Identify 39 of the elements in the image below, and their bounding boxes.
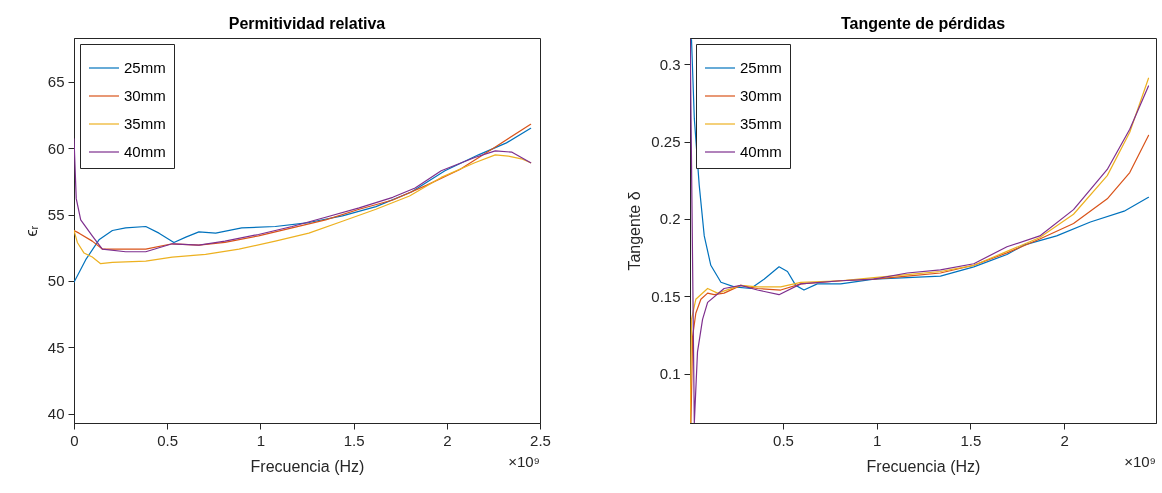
legend-label: 35mm (124, 115, 166, 132)
chart-title: Tangente de pérdidas (840, 15, 1006, 32)
x-tick-label: 1.5 (343, 431, 365, 449)
legend-label: 25mm (124, 59, 166, 76)
chart-title: Permitividad relativa (228, 15, 386, 32)
y-tick-label: 45 (47, 338, 65, 356)
y-axis-title: ϵᵣ (22, 225, 40, 237)
x-tick-label: 1 (256, 431, 266, 449)
y-tick-label: 55 (47, 206, 65, 224)
y-tick-label: 65 (47, 73, 65, 91)
x-tick-label: 0.5 (773, 431, 794, 449)
x-tick-label: 2.5 (530, 431, 551, 449)
line-series (690, 38, 1150, 291)
y-tick-label: 0.2 (659, 210, 681, 228)
y-tick-label: 0.1 (659, 365, 681, 383)
y-tick-label: 60 (47, 139, 65, 157)
legend-label: 30mm (740, 87, 782, 104)
line-series (74, 127, 532, 283)
y-tick-label: 0.25 (651, 133, 681, 151)
x-tick-label: 1.5 (960, 431, 982, 449)
y-tick-label: 0.15 (651, 287, 681, 305)
x-axis-title: Frecuencia (Hz) (250, 457, 365, 475)
x-tick-label: 1 (873, 431, 882, 449)
y-axis-title: Tangente δ (626, 191, 644, 271)
legend-label: 40mm (124, 143, 166, 160)
legend-label: 30mm (124, 87, 166, 104)
x-tick-label: 2 (1060, 431, 1069, 449)
x-tick-label: 0.5 (157, 431, 179, 449)
text: ×10⁹ (508, 453, 540, 470)
y-tick-label: 40 (47, 405, 65, 423)
legend-label: 40mm (740, 143, 782, 160)
legend-label: 25mm (740, 59, 782, 76)
x-tick-label: 0 (70, 431, 79, 449)
y-tick-label: 50 (47, 272, 65, 290)
x-axis-title: Frecuencia (Hz) (866, 457, 981, 475)
legend-label: 35mm (740, 115, 782, 132)
y-tick-label: 0.3 (659, 55, 681, 73)
x-tick-label: 2 (443, 431, 452, 449)
text: ×10⁹ (1124, 453, 1156, 470)
